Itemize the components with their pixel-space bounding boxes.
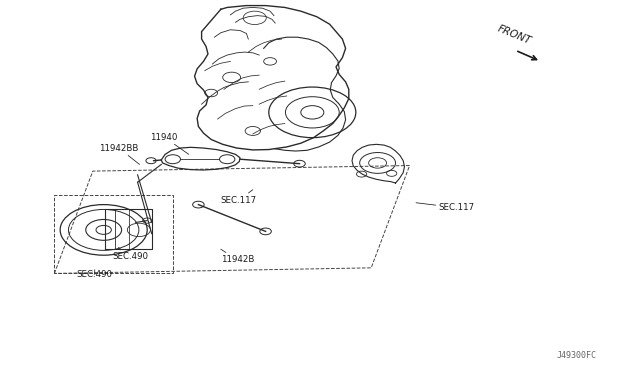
Text: SEC.490: SEC.490 [77,270,113,279]
Text: SEC.117: SEC.117 [221,190,257,205]
Text: 11942BB: 11942BB [99,144,140,164]
Text: 11942B: 11942B [221,249,254,264]
Text: SEC.117: SEC.117 [416,203,474,212]
Text: J49300FC: J49300FC [557,351,596,360]
Text: 11940: 11940 [150,132,189,154]
Text: FRONT: FRONT [496,24,532,46]
Text: SEC.490: SEC.490 [112,247,148,260]
